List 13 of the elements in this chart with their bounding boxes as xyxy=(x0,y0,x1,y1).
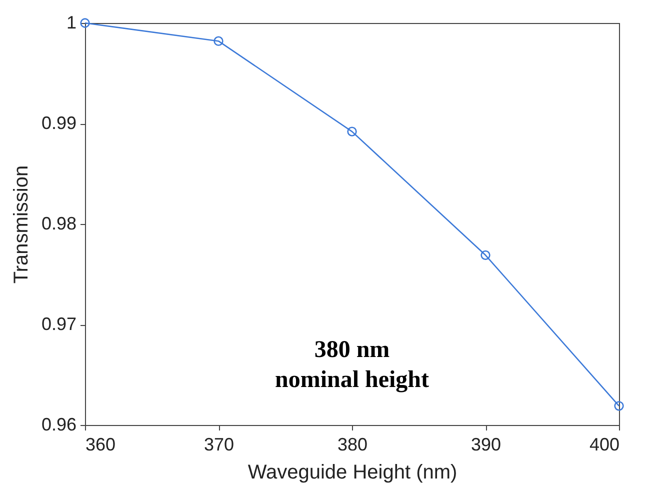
y-tick-label: 0.98 xyxy=(41,214,76,234)
annotation: 380 nm nominal height xyxy=(274,337,430,393)
x-tick-label: 360 xyxy=(86,434,116,454)
y-tick-label: 0.99 xyxy=(41,113,76,133)
x-tick-label: 380 xyxy=(337,434,368,454)
x-tick-label: 400 xyxy=(589,434,620,454)
y-axis-title: Transmission xyxy=(10,165,32,284)
y-tick-label: 0.96 xyxy=(41,414,76,434)
x-tick-label: 370 xyxy=(204,434,234,454)
x-tick-label: 390 xyxy=(470,434,502,454)
x-axis-title: Waveguide Height (nm) xyxy=(248,462,458,484)
y-tick-label: 1 xyxy=(66,12,76,32)
y-tick-label: 0.97 xyxy=(41,314,76,334)
